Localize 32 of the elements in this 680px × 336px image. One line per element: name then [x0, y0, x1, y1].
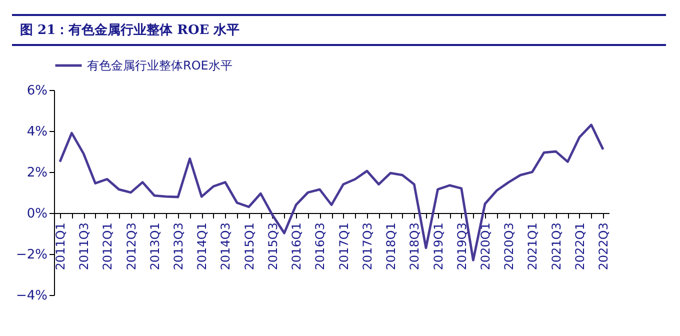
x-tick-label: 2011Q3	[77, 222, 92, 270]
x-tick-label: 2020Q3	[502, 222, 516, 270]
x-tick-label: 2012Q1	[100, 222, 115, 270]
y-tick-label: −4%	[16, 288, 48, 304]
chart-title: 图 21：有色金属行业整体 ROE 水平	[12, 14, 666, 46]
x-tick-label: 2012Q3	[124, 222, 138, 270]
x-tick-label: 2021Q1	[526, 222, 540, 270]
x-tick-label: 2017Q1	[336, 222, 351, 270]
x-tick-label: 2022Q1	[572, 222, 587, 270]
x-tick-label: 2011Q1	[53, 222, 68, 270]
x-tick-label: 2018Q3	[408, 222, 422, 270]
x-tick-label: 2016Q1	[290, 222, 304, 270]
y-tick-label: 2%	[26, 166, 48, 180]
x-tick-label: 2016Q3	[313, 222, 328, 270]
legend-label: 有色金属行业整体ROE水平	[87, 58, 232, 72]
x-tick-label: 2017Q3	[360, 222, 374, 270]
x-tick-label: 2022Q3	[596, 222, 611, 270]
x-tick-label: 2019Q3	[454, 222, 469, 270]
y-tick-label: 4%	[26, 124, 48, 140]
x-tick-label: 2015Q3	[266, 222, 280, 270]
x-tick-label: 2013Q1	[148, 222, 162, 270]
x-tick-label: 2018Q1	[384, 222, 398, 270]
x-tick-label: 2020Q1	[478, 222, 493, 270]
x-tick-label: 2015Q1	[242, 222, 256, 270]
x-tick-label: 2014Q3	[218, 222, 233, 270]
x-tick-label: 2021Q3	[549, 222, 564, 270]
x-tick-label: 2014Q1	[195, 222, 210, 270]
y-tick-label: −2%	[16, 248, 48, 262]
y-tick-label: 0%	[26, 206, 48, 222]
x-tick-label: 2019Q1	[431, 222, 446, 270]
x-tick-label: 2013Q3	[171, 222, 186, 270]
y-tick-label: 6%	[26, 84, 48, 98]
